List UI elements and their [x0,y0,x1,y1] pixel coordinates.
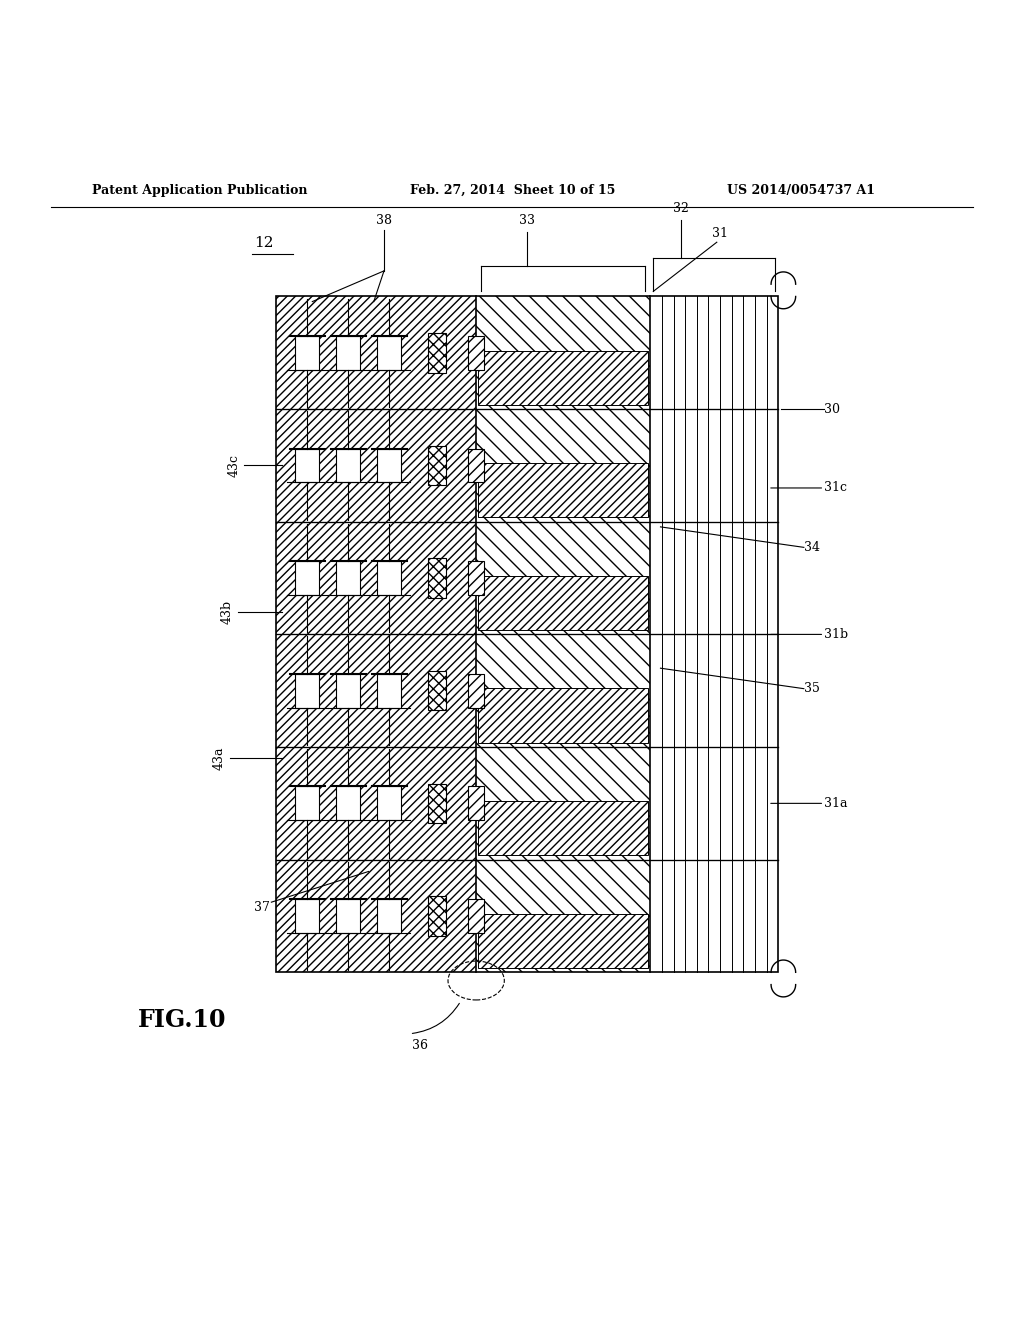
Text: FIG.10: FIG.10 [138,1008,226,1032]
Text: 38: 38 [376,214,392,227]
Bar [295,561,319,595]
Bar [650,297,778,973]
Text: Patent Application Publication: Patent Application Publication [92,183,307,197]
Text: 43a: 43a [212,747,225,770]
Bar [377,673,401,708]
Bar [428,784,446,824]
Text: 34: 34 [804,541,820,554]
Bar [276,297,476,973]
Bar [478,801,648,855]
Bar [377,561,401,595]
Text: 36: 36 [412,1039,428,1052]
Text: 31c: 31c [824,482,847,495]
Bar [336,335,360,370]
Bar [377,787,401,820]
Bar [428,446,446,486]
Bar [478,576,648,630]
Bar [377,899,401,933]
Bar [428,333,446,372]
Bar [469,787,484,820]
Text: 30: 30 [824,403,841,416]
Bar [428,558,446,598]
Bar [276,297,778,973]
Bar [295,899,319,933]
Bar [377,449,401,482]
Bar [295,787,319,820]
Bar [476,297,650,973]
Text: 35: 35 [804,682,820,696]
Bar [469,449,484,482]
Bar [336,899,360,933]
Text: 31: 31 [712,227,728,240]
Bar [336,673,360,708]
Text: US 2014/0054737 A1: US 2014/0054737 A1 [727,183,876,197]
Text: 43b: 43b [220,599,233,624]
Bar [295,673,319,708]
Text: 43c: 43c [227,454,241,477]
Bar [469,335,484,370]
Text: 32: 32 [673,202,689,215]
Text: Feb. 27, 2014  Sheet 10 of 15: Feb. 27, 2014 Sheet 10 of 15 [410,183,615,197]
Bar [478,463,648,517]
Bar [478,689,648,743]
Text: 31a: 31a [824,797,848,810]
Bar [469,899,484,933]
Text: 33: 33 [519,214,536,227]
Text: 12: 12 [254,236,273,251]
Text: 31b: 31b [824,628,849,642]
Bar [469,561,484,595]
Bar [295,335,319,370]
Bar [478,351,648,405]
Bar [478,913,648,968]
Bar [377,335,401,370]
Bar [336,449,360,482]
Bar [469,673,484,708]
Bar [428,671,446,710]
Text: 37: 37 [254,900,270,913]
Bar [336,787,360,820]
Bar [295,449,319,482]
Bar [336,561,360,595]
Bar [428,896,446,936]
